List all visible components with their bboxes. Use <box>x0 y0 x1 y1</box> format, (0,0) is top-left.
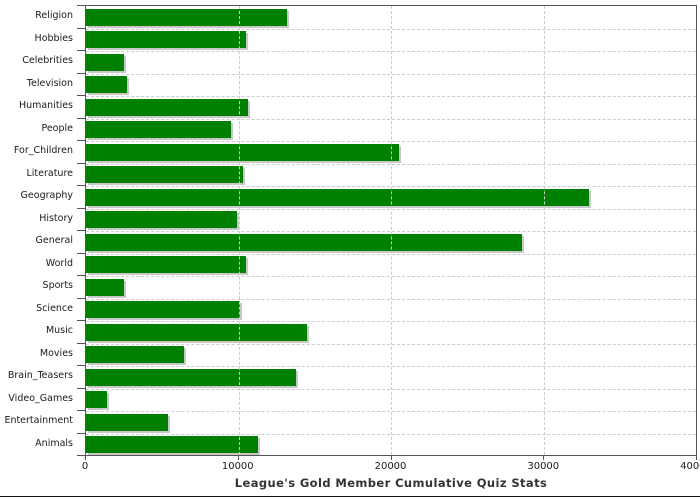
category-label: Religion <box>35 10 73 21</box>
bar-celebrities <box>86 53 125 71</box>
bar-world <box>86 256 247 273</box>
category-label: History <box>39 212 73 224</box>
plot-area <box>85 5 697 456</box>
y-axis-tick <box>77 95 85 96</box>
bar-entertainment <box>86 413 169 431</box>
y-axis-tick <box>77 387 85 389</box>
y-axis-tick <box>77 140 85 141</box>
bar-hobbies <box>86 31 247 48</box>
bar-history <box>86 211 237 228</box>
category-label: Brain_Teasers <box>7 370 73 381</box>
x-axis-tick-label: 20000 <box>374 461 407 472</box>
y-axis-tick <box>77 185 85 186</box>
x-axis-tick <box>85 456 86 460</box>
bar-video-games <box>86 391 108 408</box>
x-axis-tick <box>696 456 697 460</box>
bottom-border-line <box>0 496 700 497</box>
y-axis-tick <box>77 252 85 254</box>
y-axis-tick <box>77 117 85 119</box>
category-label: For_Children <box>13 145 73 156</box>
y-axis-tick <box>77 410 85 411</box>
vertical-gridline <box>238 6 240 455</box>
y-axis-tick <box>77 297 85 299</box>
x-axis-tick <box>543 456 545 460</box>
category-label: Celebrities <box>22 55 73 66</box>
bar-animals <box>86 436 259 453</box>
vertical-gridline <box>391 6 392 455</box>
category-label: Entertainment <box>4 415 73 426</box>
x-axis-tick <box>390 456 392 460</box>
bar-literature <box>86 166 244 183</box>
category-label: Humanities <box>18 100 73 111</box>
category-label: Hobbies <box>34 32 73 44</box>
category-label: Movies <box>39 347 73 359</box>
category-label: General <box>35 235 73 246</box>
y-axis-tick <box>77 230 85 231</box>
y-axis-tick <box>77 365 85 366</box>
category-label: Television <box>26 77 73 89</box>
x-axis-tick <box>237 456 239 460</box>
category-label: People <box>41 122 73 134</box>
chart-title: League's Gold Member Cumulative Quiz Sta… <box>234 476 548 490</box>
y-axis-tick <box>77 50 85 51</box>
x-axis-tick-label: 40000 <box>680 461 700 472</box>
y-axis-tick <box>77 27 85 29</box>
category-label: Video_Games <box>8 392 73 404</box>
category-label: Sports <box>42 280 73 291</box>
x-axis-tick-label: 0 <box>81 461 89 472</box>
category-label: Literature <box>26 167 73 179</box>
vertical-gridline <box>543 6 545 455</box>
y-axis-tick <box>77 275 85 276</box>
bar-sports <box>86 278 125 296</box>
bar-music <box>86 323 308 341</box>
category-label: World <box>45 257 73 269</box>
y-axis-tick <box>77 207 85 209</box>
bar-brain-teasers <box>86 368 297 386</box>
y-axis-tick <box>77 72 85 74</box>
bar-television <box>86 76 128 93</box>
bar-science <box>86 301 241 318</box>
category-label: Science <box>36 302 73 314</box>
category-label: Geography <box>20 190 73 201</box>
bar-people <box>86 121 231 138</box>
bar-general <box>86 233 523 251</box>
bar-movies <box>86 346 184 363</box>
y-axis-tick <box>77 5 85 6</box>
y-axis-tick <box>77 455 85 456</box>
y-axis-tick <box>77 342 85 344</box>
x-axis-tick-label: 30000 <box>527 461 560 472</box>
bar-religion <box>86 8 288 26</box>
y-axis-tick <box>77 320 85 321</box>
bar-geography <box>86 188 590 206</box>
x-axis-tick-label: 10000 <box>221 461 254 472</box>
bar-for-children <box>86 143 399 161</box>
bar-humanities <box>86 98 248 116</box>
category-label: Music <box>45 325 73 336</box>
y-axis-tick <box>77 432 85 434</box>
y-axis-tick <box>77 162 85 164</box>
category-label: Animals <box>35 437 73 449</box>
